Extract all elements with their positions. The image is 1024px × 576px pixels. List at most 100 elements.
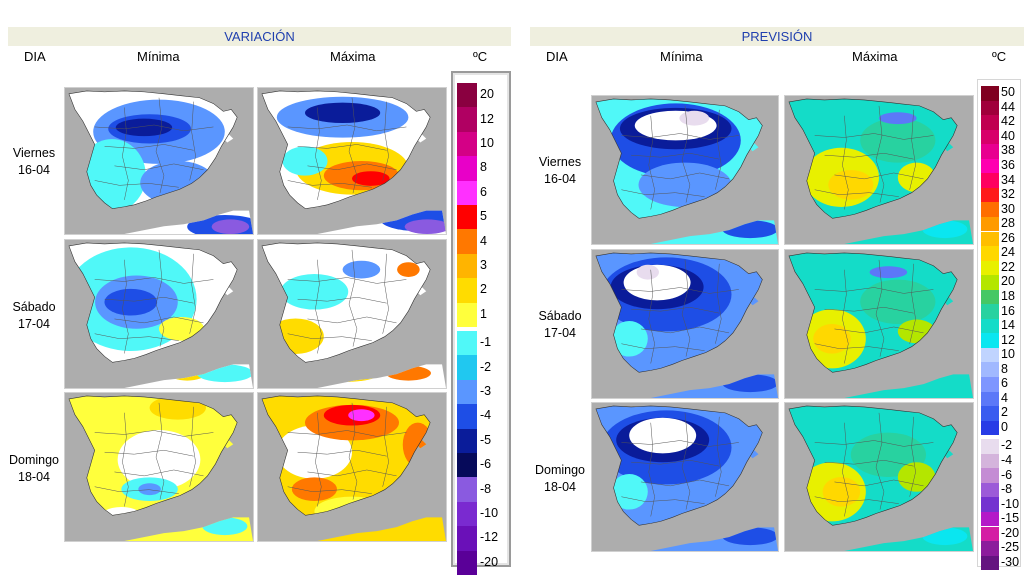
legend-swatch [457, 229, 477, 254]
day-date: 17-04 [544, 326, 576, 340]
legend-swatch [457, 302, 477, 327]
legend-label: 20 [480, 87, 494, 102]
legend-label: -12 [480, 530, 499, 545]
legend-swatch [981, 420, 999, 436]
legend-swatch [981, 526, 999, 542]
legend-swatch [981, 362, 999, 377]
legend-swatch [457, 379, 477, 405]
legend-label: -10 [480, 506, 499, 520]
prevision-legend: 50 44 42 40 38 36 34 32 30 28 26 24 22 20 18 16 14 12 10 8 6… [977, 79, 1021, 571]
legend-label: -20 [480, 554, 499, 569]
legend-label: 42 [1001, 114, 1015, 129]
legend-label: -4 [480, 408, 492, 423]
day-name: Domingo [534, 463, 586, 477]
legend-label: 12 [480, 111, 494, 126]
legend-swatch [981, 333, 999, 348]
legend-label: 28 [1001, 216, 1015, 231]
legend-swatch [981, 541, 999, 556]
legend-label: -25 [1001, 540, 1020, 555]
legend-swatch [981, 468, 999, 483]
legend-swatch [981, 260, 999, 276]
legend-label: 6 [480, 184, 487, 199]
legend-swatch [981, 347, 999, 363]
legend-label: -2 [1001, 438, 1013, 453]
legend-swatch [981, 289, 999, 305]
legend-swatch [981, 555, 999, 571]
legend-swatch [981, 129, 999, 145]
legend-label: 4 [480, 233, 487, 248]
legend-swatch [457, 501, 477, 527]
legend-label: -6 [480, 457, 492, 472]
legend-swatch [981, 377, 999, 392]
legend-label: -2 [480, 359, 492, 374]
prevision-unit: ºC [992, 49, 1007, 64]
legend-label: 30 [1001, 201, 1015, 216]
prevision-min-heading: Mínima [660, 49, 703, 64]
legend-swatch [981, 115, 999, 130]
legend-label: -6 [1001, 467, 1013, 482]
legend-swatch [457, 428, 477, 453]
legend-label: -30 [1001, 554, 1020, 569]
legend-swatch [981, 482, 999, 498]
day-name: Viernes [538, 155, 582, 169]
prevision-day-label: Sábado 17-04 [529, 308, 591, 342]
legend-label: 50 [1001, 85, 1015, 100]
prevision-dia-heading: DIA [546, 49, 568, 64]
var-max-map-domingo [257, 392, 447, 542]
variacion-legend: 20 12 10 8 6 5 4 3 2 1 -1 -2 -3 -4 -5 -6 -8 -10 -12 -20 [451, 71, 511, 575]
prev-max-map-sabado [784, 249, 974, 399]
legend-swatch [457, 278, 477, 303]
legend-label: 22 [1001, 259, 1015, 274]
legend-label: 8 [480, 160, 487, 175]
var-min-map-viernes [64, 87, 254, 235]
legend-label: 10 [1001, 347, 1015, 362]
legend-label: 40 [1001, 128, 1015, 143]
day-date: 16-04 [18, 163, 50, 177]
day-date: 17-04 [18, 317, 50, 331]
legend-swatch [457, 83, 477, 108]
legend-label: 0 [1001, 419, 1008, 434]
legend-swatch [457, 205, 477, 230]
var-min-map-domingo [64, 392, 254, 542]
legend-swatch [981, 497, 999, 512]
variacion-header: VARIACIÓN [8, 27, 511, 46]
legend-label: -1 [480, 335, 492, 350]
legend-swatch [457, 404, 477, 429]
day-name: Sábado [12, 300, 56, 314]
legend-swatch [981, 173, 999, 188]
day-name: Sábado [538, 309, 582, 323]
legend-swatch [457, 107, 477, 132]
day-name: Domingo [8, 453, 60, 467]
legend-label: -15 [1001, 511, 1020, 526]
prevision-max-heading: Máxima [852, 49, 898, 64]
legend-swatch [981, 246, 999, 261]
legend-swatch [457, 156, 477, 181]
legend-label: -20 [1001, 525, 1020, 540]
legend-swatch [457, 131, 477, 157]
variacion-unit: ºC [473, 49, 488, 64]
legend-label: 2 [1001, 405, 1008, 420]
var-max-map-sabado [257, 239, 447, 389]
legend-label: 6 [1001, 376, 1008, 391]
legend-swatch [981, 304, 999, 319]
legend-swatch [457, 526, 477, 551]
legend-swatch [457, 331, 477, 356]
legend-swatch [981, 406, 999, 421]
day-date: 16-04 [544, 172, 576, 186]
legend-label: -8 [480, 481, 492, 496]
prev-max-map-domingo [784, 402, 974, 552]
legend-swatch [981, 86, 999, 101]
prev-min-map-sabado [591, 249, 779, 399]
legend-label: 1 [480, 306, 487, 321]
legend-swatch [457, 355, 477, 380]
legend-swatch [981, 158, 999, 174]
legend-swatch [981, 202, 999, 217]
legend-swatch [457, 253, 477, 279]
legend-label: 24 [1001, 245, 1015, 260]
legend-swatch [457, 453, 477, 478]
legend-label: -10 [1001, 496, 1020, 511]
legend-swatch [981, 100, 999, 116]
legend-swatch [981, 187, 999, 203]
legend-label: 18 [1001, 288, 1015, 303]
prev-min-map-domingo [591, 402, 779, 552]
